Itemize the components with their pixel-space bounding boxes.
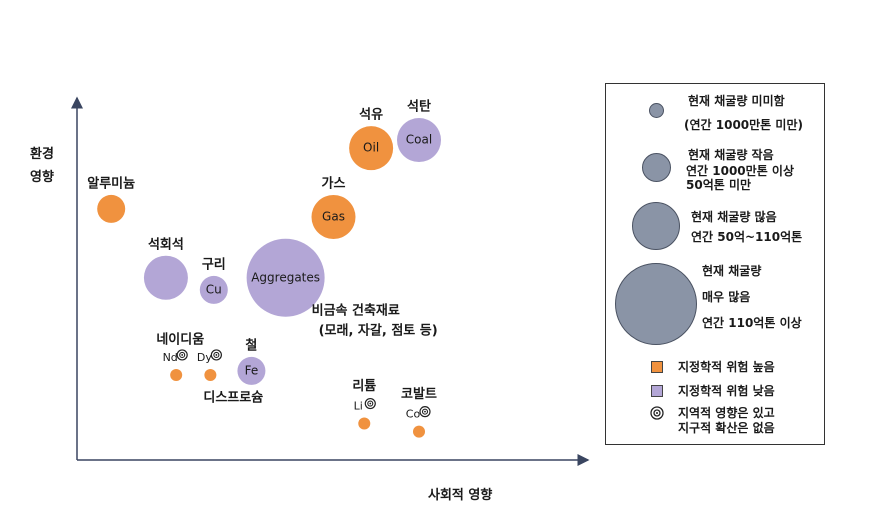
bubble-li (358, 417, 371, 430)
label-co: 코발트 (401, 386, 437, 402)
target-icon-nd (176, 349, 188, 361)
inner-label-fe: Fe (245, 363, 259, 377)
target-icon-dy (210, 349, 222, 361)
label-cu: 구리 (202, 256, 226, 272)
legend-size-xlarge-bubble (615, 263, 697, 345)
bubble-aggregates (246, 238, 325, 317)
target-icon-co (419, 406, 431, 418)
bubble-point-1 (143, 255, 188, 300)
bubble-dy (204, 368, 217, 381)
inner-label-aggregates: Aggregates (251, 270, 320, 284)
legend-size-3-line-1: 현재 채굴량 많음 (691, 210, 777, 224)
target-icon (650, 406, 664, 420)
legend-local-line-1: 지역적 영향은 있고 (678, 406, 775, 420)
label-point-1: 석회석 (148, 236, 184, 252)
bubble-gas (311, 195, 356, 239)
legend-local-line-2: 지구적 확산은 없음 (678, 421, 775, 435)
inner-label-cu: Cu (206, 282, 222, 296)
legend-size-medium-bubble (642, 153, 671, 182)
bubble-coal (397, 118, 441, 163)
label-fe: 철 (245, 337, 257, 353)
label-gas: 가스 (322, 177, 346, 192)
rare-earth-label-bottom: 디스프로슘 (203, 389, 263, 405)
x-axis-label: 사회적 영향 (428, 488, 493, 503)
legend-low-risk-swatch (651, 385, 663, 397)
bubble-co (413, 425, 425, 438)
inner-label-gas: Gas (322, 210, 345, 224)
aggregates-caption-line-2: (모래, 자갈, 점토 등) (319, 323, 438, 338)
bubble-point-0 (97, 194, 126, 223)
legend-size-4-line-3: 연간 110억톤 이상 (702, 316, 802, 330)
legend-size-1-line-1: 현재 채굴량 미미함 (688, 94, 785, 108)
legend-size-2-line-2: 연간 1000만톤 이상 (686, 164, 794, 178)
legend: 현재 채굴량 미미함 (연간 1000만톤 미만) 현재 채굴량 작음 연간 1… (605, 83, 825, 445)
label-oil: 석유 (359, 108, 383, 123)
legend-size-4-line-2: 매우 많음 (702, 290, 751, 304)
legend-size-small-bubble (649, 103, 664, 118)
bubble-fe (237, 356, 266, 385)
symbol-dy: Dy (197, 351, 212, 364)
rare-earth-label-top: 네이디움 (156, 331, 204, 347)
inner-label-oil: Oil (363, 141, 379, 155)
bubble-oil (349, 126, 394, 171)
legend-size-1-line-2: (연간 1000만톤 미만) (684, 118, 803, 132)
legend-size-large-bubble (632, 202, 680, 250)
aggregates-caption-line-1: 비금속 건축재료 (312, 302, 400, 318)
legend-high-risk-swatch (651, 361, 663, 373)
label-point-0: 알루미늄 (87, 175, 135, 191)
symbol-nd: Nd (163, 351, 178, 364)
inner-label-coal: Coal (406, 133, 432, 147)
label-coal: 석탄 (407, 99, 431, 115)
label-li: 리튬 (352, 378, 376, 394)
legend-size-2-line-1: 현재 채굴량 작음 (688, 148, 774, 162)
legend-size-2-line-3: 50억톤 미만 (686, 178, 752, 192)
y-axis-label-line-1: 환경 (30, 147, 54, 162)
bubble-nd (170, 368, 183, 381)
legend-size-4-line-1: 현재 채굴량 (702, 264, 762, 278)
target-icon-li (364, 397, 376, 410)
y-axis-label-line-2: 영향 (30, 170, 54, 185)
bubble-cu (199, 275, 228, 304)
legend-low-risk-label: 지정학적 위험 낮음 (678, 384, 775, 398)
legend-size-3-line-2: 연간 50억~110억톤 (691, 230, 803, 244)
symbol-li: Li (354, 400, 363, 413)
legend-high-risk-label: 지정학적 위험 높음 (678, 360, 775, 374)
symbol-co: Co (406, 408, 421, 421)
